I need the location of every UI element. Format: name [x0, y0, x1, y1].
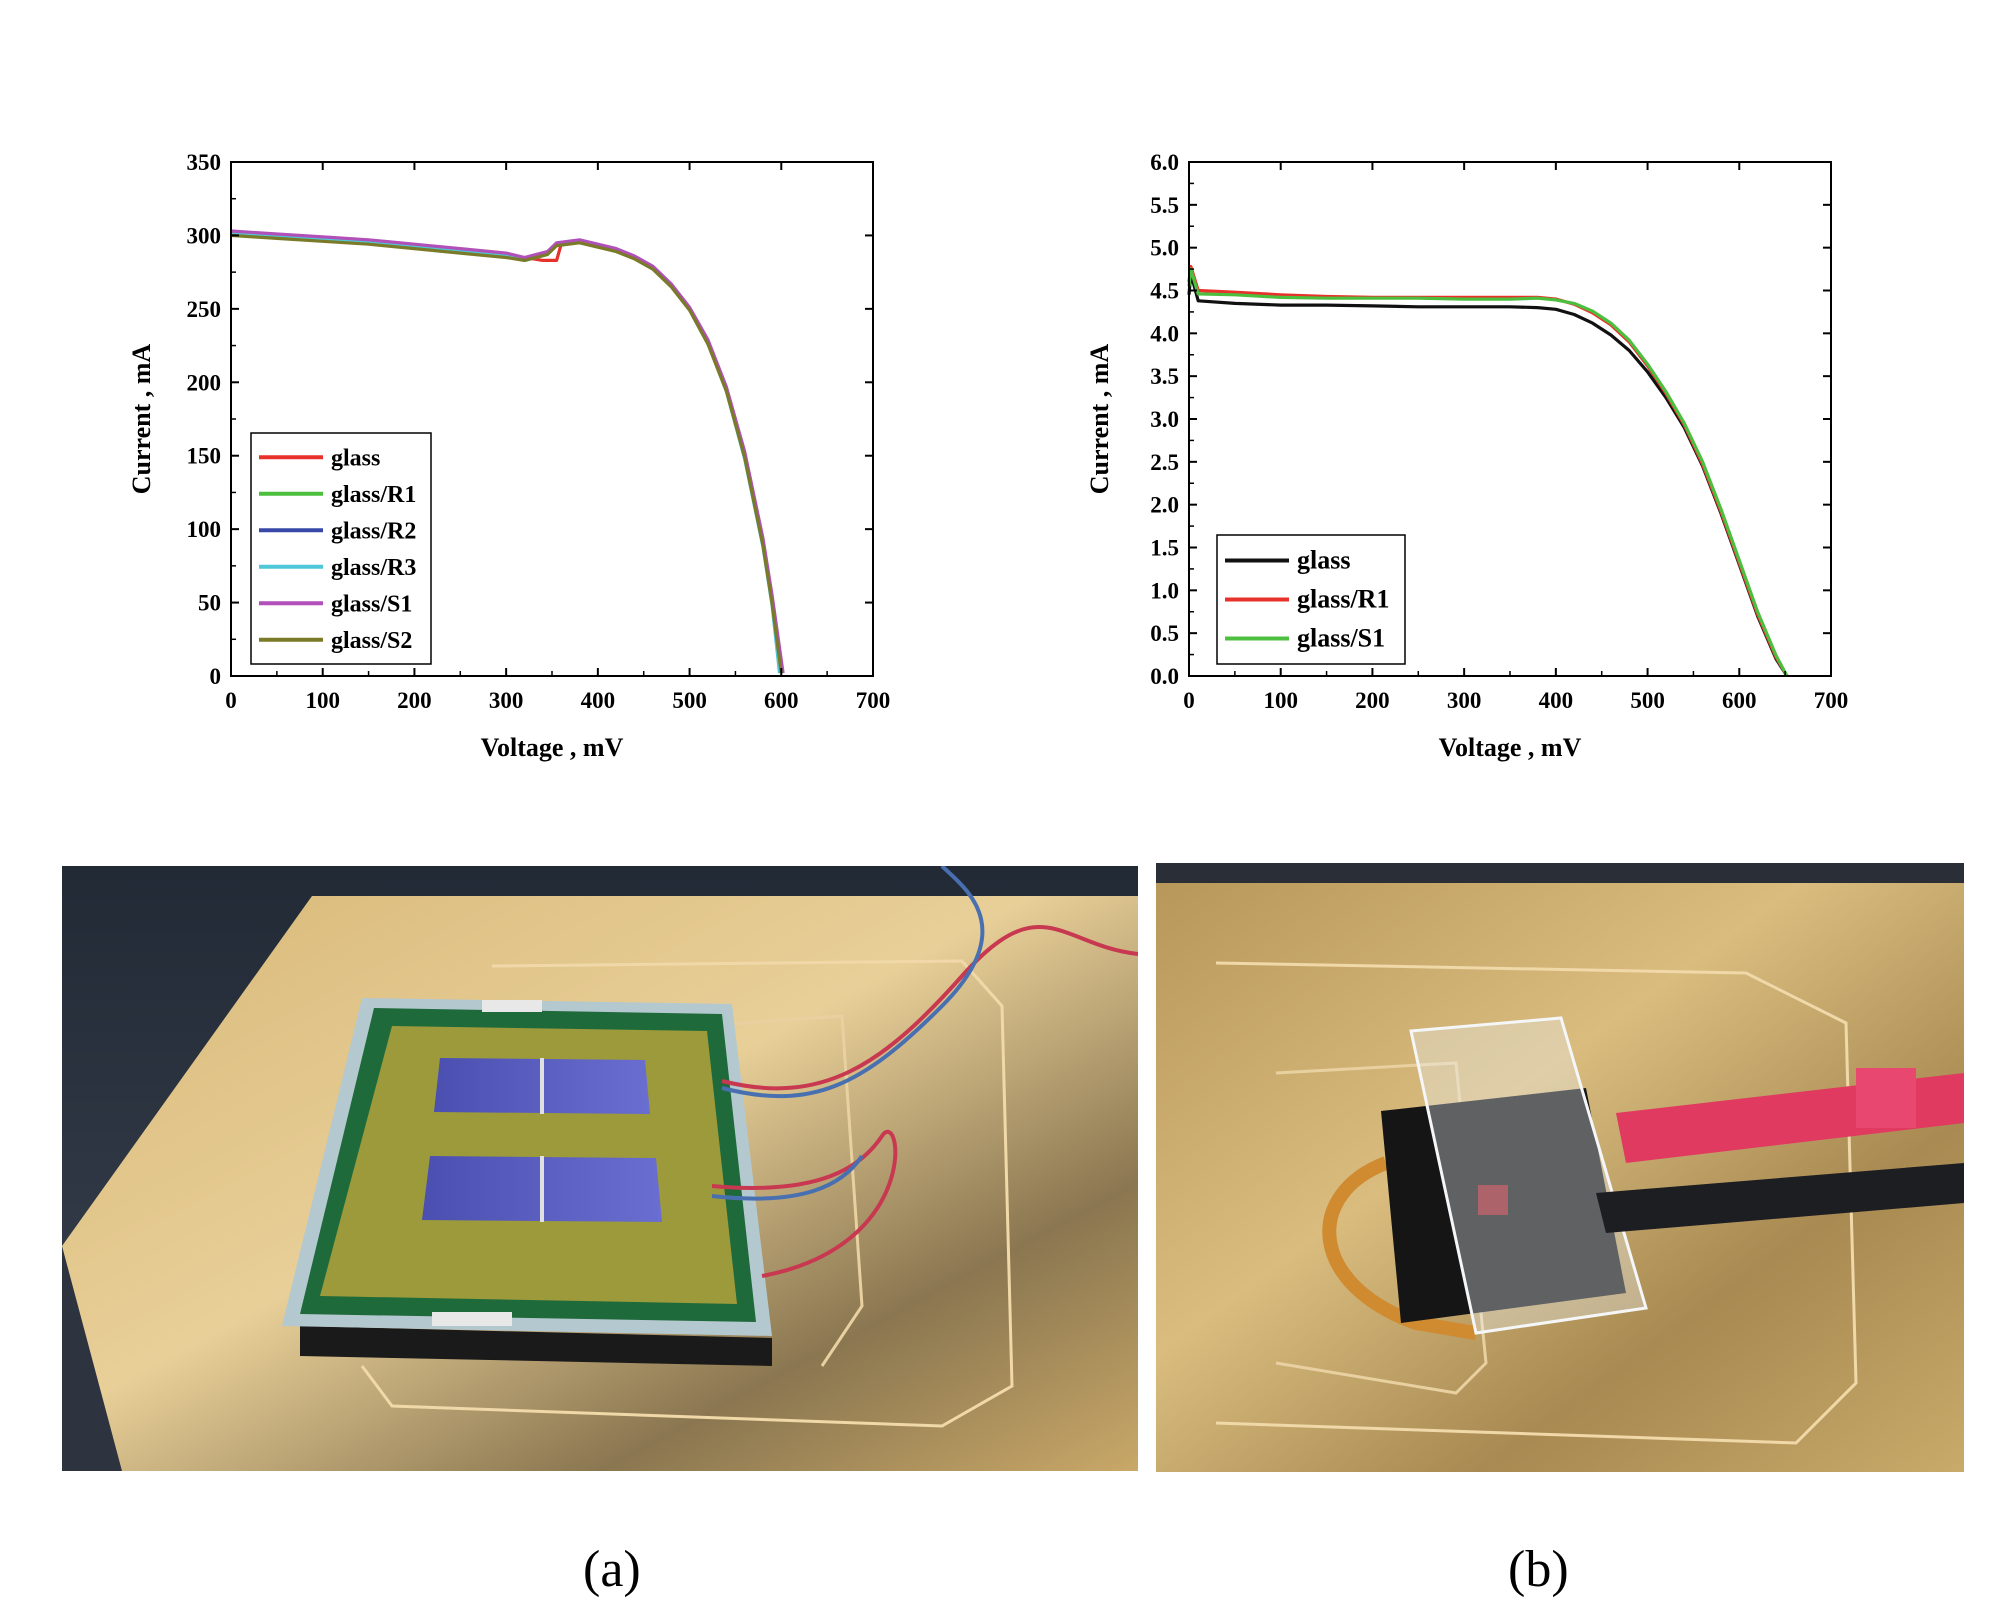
legend: glass glass/R1 glass/S1: [1216, 534, 1406, 665]
series-line-2: [1187, 267, 1789, 677]
x-tick-label-5: 500: [672, 688, 707, 713]
legend-label-1: glass/R1: [1297, 585, 1389, 614]
y-tick-label-7: 3.5: [1150, 364, 1179, 389]
series-line-5: [230, 233, 783, 674]
plot-area: 0 100 200 300 400 500 600 700 0.0 0.5 1.0 1.5 2.0 2.5…: [1085, 150, 1848, 762]
caption-a: (a): [583, 1541, 641, 1598]
y-tick-label-1: 0.5: [1150, 621, 1179, 646]
caption-b: (b): [1508, 1541, 1569, 1598]
photo-glass-sample: [1156, 863, 1964, 1472]
legend-label-5: glass/S2: [331, 628, 412, 654]
x-tick-label-0: 0: [1183, 688, 1195, 713]
y-tick-label-3: 150: [187, 444, 222, 469]
legend-label-2: glass/R2: [331, 518, 416, 544]
legend-label-4: glass/S1: [331, 591, 412, 617]
y-tick-label-0: 0.0: [1150, 664, 1179, 689]
x-tick-label-5: 500: [1630, 688, 1665, 713]
x-tick-label-4: 400: [1539, 688, 1574, 713]
x-tick-label-6: 600: [764, 688, 799, 713]
y-tick-label-5: 2.5: [1150, 450, 1179, 475]
x-axis-label: Voltage , mV: [481, 733, 624, 762]
y-tick-label-0: 0: [210, 664, 222, 689]
x-tick-label-7: 700: [856, 688, 891, 713]
x-tick-label-3: 300: [489, 688, 524, 713]
y-tick-label-6: 300: [187, 223, 222, 248]
x-tick-label-0: 0: [225, 688, 237, 713]
x-tick-label-4: 400: [581, 688, 616, 713]
y-tick-label-10: 5.0: [1150, 236, 1179, 261]
y-tick-label-3: 1.5: [1150, 536, 1179, 561]
y-tick-label-5: 250: [187, 297, 222, 322]
y-axis-label: Current , mA: [127, 344, 156, 495]
y-tick-label-6: 3.0: [1150, 407, 1179, 432]
x-tick-label-1: 100: [1263, 688, 1298, 713]
legend-label-2: glass/S1: [1297, 624, 1385, 653]
y-tick-label-4: 200: [187, 370, 222, 395]
photo-solar-module: [62, 866, 1138, 1471]
chart-left: 0 100 200 300 400 500 600 700 0 50 100 150 200 250 300…: [127, 150, 890, 762]
x-tick-label-2: 200: [1355, 688, 1390, 713]
y-tick-label-2: 100: [187, 517, 222, 542]
x-tick-label-1: 100: [305, 688, 340, 713]
legend-label-1: glass/R1: [331, 482, 416, 508]
legend-label-3: glass/R3: [331, 555, 416, 581]
y-tick-label-4: 2.0: [1150, 493, 1179, 518]
x-tick-label-2: 200: [397, 688, 432, 713]
plot-area: 0 100 200 300 400 500 600 700 0 50 100 150 200 250 300…: [127, 150, 890, 762]
y-tick-label-11: 5.5: [1150, 193, 1179, 218]
legend-box: [250, 432, 432, 665]
chart-right: 0 100 200 300 400 500 600 700 0.0 0.5 1.0 1.5 2.0 2.5…: [1085, 150, 1848, 762]
y-axis-label: Current , mA: [1085, 344, 1114, 495]
y-tick-label-7: 350: [187, 150, 222, 175]
legend-label-0: glass: [1297, 546, 1350, 575]
x-tick-label-7: 700: [1814, 688, 1849, 713]
x-tick-label-6: 600: [1722, 688, 1757, 713]
y-tick-label-12: 6.0: [1150, 150, 1179, 175]
legend: glass glass/R1 glass/R2 glass/R3 glass/S1 gla…: [250, 432, 432, 665]
x-axis-label: Voltage , mV: [1439, 733, 1582, 762]
y-tick-label-9: 4.5: [1150, 279, 1179, 304]
legend-label-0: glass: [331, 445, 380, 471]
y-tick-label-2: 1.0: [1150, 578, 1179, 603]
y-tick-label-8: 4.0: [1150, 321, 1179, 346]
x-tick-label-3: 300: [1447, 688, 1482, 713]
y-tick-label-1: 50: [198, 591, 221, 616]
